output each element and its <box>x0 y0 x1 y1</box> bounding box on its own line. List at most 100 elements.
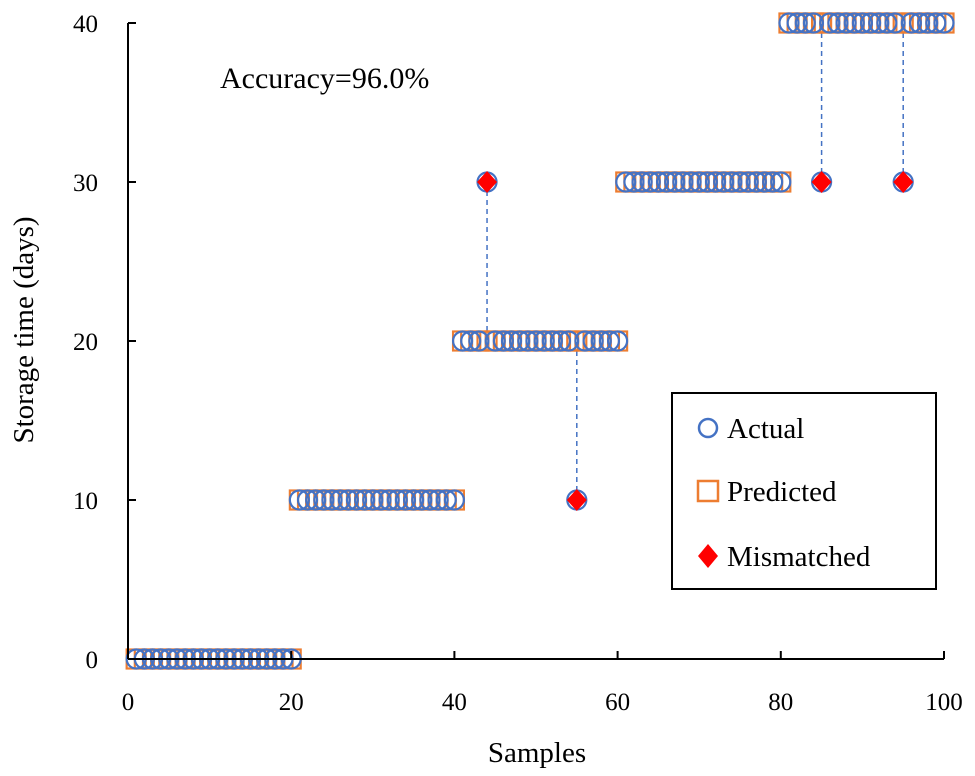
actual-point <box>664 171 686 193</box>
actual-point <box>925 12 947 34</box>
legend: Actual Predicted Mismatched <box>671 392 937 590</box>
legend-predicted-marker <box>696 479 720 503</box>
actual-point <box>933 12 955 34</box>
x-ticks: 0 20 40 60 80 100 <box>122 651 963 716</box>
actual-point <box>394 489 417 511</box>
actual-point <box>917 12 939 34</box>
actual-point <box>876 12 898 34</box>
actual-point <box>427 489 449 511</box>
actual-point <box>370 489 392 511</box>
actual-point <box>786 12 808 34</box>
actual-point <box>713 171 735 193</box>
actual-point <box>582 330 604 352</box>
actual-point <box>729 171 751 193</box>
actual-point <box>680 171 702 193</box>
actual-point <box>354 489 376 511</box>
actual-point <box>517 330 539 352</box>
actual-point <box>884 12 906 34</box>
actual-point <box>598 330 621 352</box>
actual-point <box>696 171 718 193</box>
actual-point <box>590 330 612 352</box>
actual-point <box>362 489 384 511</box>
actual-point <box>403 489 425 511</box>
actual-point <box>411 489 433 511</box>
actual-point <box>778 12 800 34</box>
actual-point <box>460 330 482 352</box>
y-tick-label: 30 <box>73 170 98 197</box>
actual-point <box>794 12 816 34</box>
actual-point <box>492 330 514 352</box>
actual-point <box>484 330 506 352</box>
actual-point <box>296 489 319 511</box>
actual-point <box>337 489 359 511</box>
legend-predicted-label: Predicted <box>727 476 837 508</box>
actual-point <box>435 489 457 511</box>
legend-actual-label: Actual <box>727 413 804 445</box>
y-tick-label: 40 <box>73 11 98 38</box>
actual-point <box>753 171 776 193</box>
actual-point <box>329 489 351 511</box>
actual-point <box>500 330 523 352</box>
y-tick-label: 20 <box>73 329 98 356</box>
actual-point <box>827 12 849 34</box>
actual-point <box>721 171 743 193</box>
actual-point <box>288 489 310 511</box>
x-tick-label: 100 <box>925 689 963 716</box>
actual-point <box>672 171 694 193</box>
x-tick-label: 0 <box>122 689 135 716</box>
actual-point <box>313 489 335 511</box>
x-tick-label: 80 <box>768 689 793 716</box>
actual-point <box>468 330 490 352</box>
actual-point <box>574 330 596 352</box>
actual-point <box>305 489 327 511</box>
actual-point <box>541 330 563 352</box>
actual-point <box>549 330 572 352</box>
y-axis-title: Storage time (days) <box>8 216 40 443</box>
actual-point <box>704 171 727 193</box>
actual-point <box>509 330 531 352</box>
actual-point <box>900 12 922 34</box>
y-tick-label: 10 <box>73 488 98 515</box>
actual-point <box>647 171 670 193</box>
actual-point <box>525 330 547 352</box>
actual-point <box>623 171 645 193</box>
actual-point <box>443 489 465 511</box>
actual-point <box>533 330 555 352</box>
mismatched-point <box>477 171 498 193</box>
actual-point <box>859 12 882 34</box>
x-axis-title: Samples <box>488 737 586 769</box>
actual-point <box>378 489 400 511</box>
actual-point <box>762 171 784 193</box>
mismatched-point <box>811 171 832 193</box>
actual-point <box>615 171 637 193</box>
actual-point <box>745 171 767 193</box>
actual-point <box>639 171 661 193</box>
actual-point <box>606 330 629 352</box>
actual-point <box>868 12 890 34</box>
actual-point <box>737 171 759 193</box>
actual-point <box>802 12 825 34</box>
legend-actual-marker <box>697 417 719 439</box>
actual-point <box>770 171 792 193</box>
y-ticks: 0 10 20 30 40 <box>73 11 136 674</box>
actual-point <box>655 171 678 193</box>
actual-point <box>843 12 865 34</box>
actual-point <box>835 12 857 34</box>
mismatched-series <box>477 171 914 511</box>
y-tick-label: 0 <box>86 647 99 674</box>
x-tick-label: 40 <box>442 689 467 716</box>
x-tick-label: 20 <box>279 689 304 716</box>
legend-mismatched-label: Mismatched <box>727 541 871 573</box>
mismatched-point <box>893 171 914 193</box>
actual-point <box>631 171 653 193</box>
actual-point <box>386 489 408 511</box>
actual-point <box>688 171 710 193</box>
actual-point <box>321 489 343 511</box>
actual-point <box>419 489 441 511</box>
actual-point <box>558 330 580 352</box>
legend-mismatched-marker <box>698 544 718 568</box>
actual-point <box>819 12 841 34</box>
mismatched-point <box>566 489 587 511</box>
accuracy-annotation: Accuracy=96.0% <box>220 62 429 95</box>
